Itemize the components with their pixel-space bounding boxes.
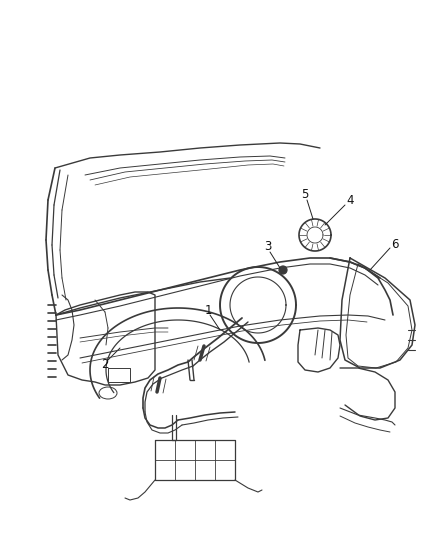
Text: 2: 2 (101, 359, 109, 372)
Text: 1: 1 (204, 303, 212, 317)
Circle shape (279, 266, 287, 274)
Text: 6: 6 (391, 238, 399, 251)
Text: 3: 3 (264, 240, 272, 254)
Text: 5: 5 (301, 189, 309, 201)
Text: 4: 4 (346, 193, 354, 206)
